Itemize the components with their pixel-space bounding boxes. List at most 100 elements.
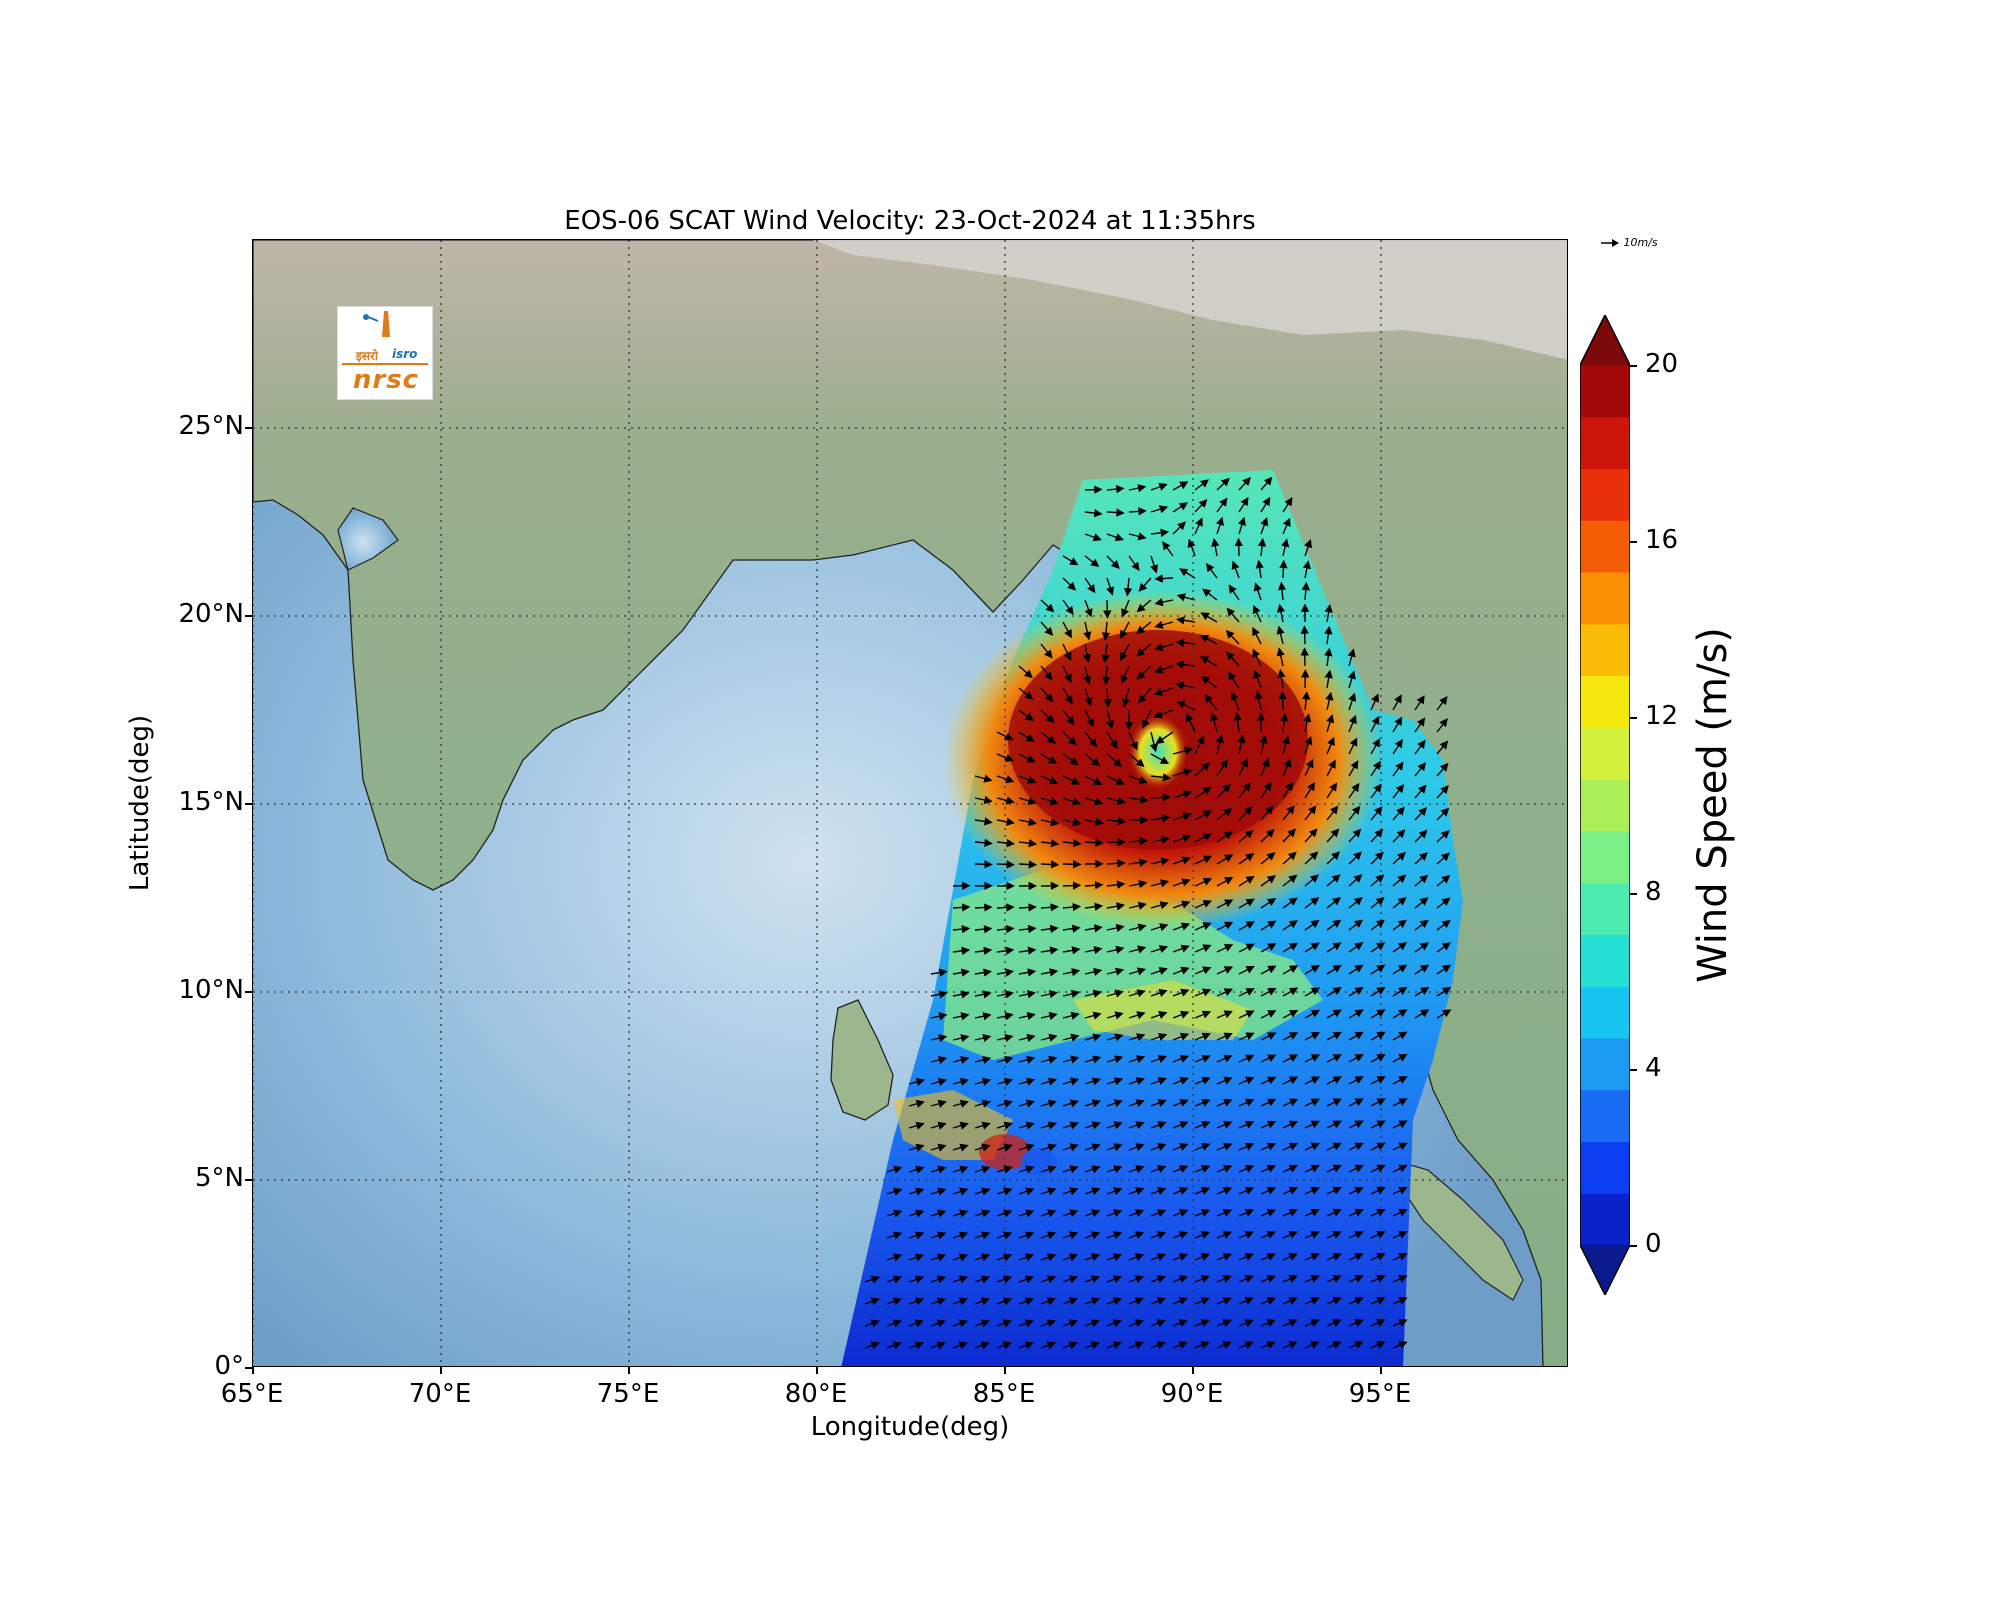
wind-vector [1216,1253,1232,1261]
wind-vector [1084,709,1094,728]
wind-vector [1304,874,1319,887]
wind-vector [996,1121,1013,1130]
wind-vector [1211,537,1220,557]
wind-vector [1202,588,1218,601]
y-tick-label: 15°N [178,787,244,817]
wind-vector [1276,647,1285,667]
wind-vector [1392,874,1407,887]
wind-vector [1392,806,1405,821]
wind-vector [1018,665,1033,679]
wind-vector [1216,944,1234,953]
wind-vector [1128,858,1148,867]
x-tick-label: 70°E [408,1379,472,1409]
wind-vector [1062,1275,1079,1284]
wind-vector [1282,1319,1298,1327]
wind-vector [886,1209,903,1218]
wind-vector [1194,1054,1211,1063]
map-panel[interactable] [252,239,1568,1367]
wind-vector [930,1253,947,1262]
wind-vector [1154,643,1174,652]
wind-vector [1062,1231,1079,1240]
wind-vector [1414,717,1426,733]
wind-vector [908,1165,925,1174]
wind-vector [1326,1142,1342,1151]
wind-vector [1348,1076,1364,1085]
wind-vector [1150,989,1168,997]
wind-vector [930,1077,948,1086]
wind-vector [1436,807,1450,821]
wind-vector [1326,1341,1342,1349]
wind-vector [908,1253,925,1262]
y-tick-mark [245,427,252,429]
logo-hindi-text: इसरो [356,349,379,363]
colorbar-segment [1580,1141,1630,1194]
wind-vector [952,1165,969,1174]
wind-vector [1150,1143,1167,1151]
wind-vector [1326,1098,1342,1107]
wind-vector [1392,1230,1408,1239]
wind-vector [1216,921,1234,931]
wind-vector [974,838,993,848]
wind-vector [1154,620,1174,629]
wind-vector [996,1165,1013,1174]
wind-vector [1260,476,1273,491]
wind-vector [1282,1297,1298,1305]
wind-vector [1084,945,1103,955]
wind-vector [1326,1009,1342,1019]
wind-vector [1172,1054,1189,1063]
wind-vector [1348,964,1364,975]
wind-vector [1062,838,1082,848]
colorbar [1580,315,1630,1295]
wind-vector [908,1297,924,1306]
wind-vector [1128,1165,1145,1174]
wind-vector [1199,634,1218,645]
wind-vector [1106,577,1115,596]
wind-vector [1238,1010,1255,1019]
wind-vector [1233,712,1242,733]
wind-vector [1304,1098,1321,1107]
wind-vector [886,1187,903,1196]
wind-vector [996,1143,1013,1152]
wind-vector [1370,828,1384,843]
wind-vector [1040,924,1059,934]
wind-vector [1106,1253,1123,1262]
wind-vector [1106,1275,1123,1284]
wind-vector [952,1319,968,1328]
wind-vector [1187,538,1196,557]
wind-vector [1326,805,1339,821]
wind-vector [1238,758,1248,777]
colorbar-tick-label: 16 [1645,525,1679,555]
wind-vector [1106,989,1124,998]
logo-nrsc-text: nrsc [352,365,420,395]
wind-vector [1282,1341,1298,1349]
wind-vector [1304,1253,1320,1261]
wind-vector [1347,670,1356,689]
wind-vector [1304,1076,1321,1085]
wind-vector [952,1275,969,1284]
colorbar-segment [1580,675,1630,728]
wind-vector [1106,1341,1122,1350]
wind-vector [1324,669,1333,689]
wind-vector [1326,714,1335,733]
wind-vector [1040,903,1059,912]
wind-vector [1150,793,1172,802]
wind-vector [1150,505,1169,514]
wind-vector [1238,1209,1255,1217]
wind-vector [1150,1033,1168,1041]
wind-vector [1172,1275,1188,1284]
wind-vector [886,1165,903,1174]
wind-vector [1216,966,1234,975]
wind-vector [1238,806,1253,821]
wind-vector [1282,781,1294,799]
wind-vector [1257,537,1267,557]
colorbar-tick-label: 12 [1645,701,1679,731]
wind-vector [1084,731,1098,748]
wind-vector [1194,1076,1211,1085]
wind-vector [1172,1032,1190,1041]
wind-vector [1282,1164,1299,1173]
wind-vector [1326,1076,1342,1085]
wind-vector [1326,1319,1342,1327]
wind-vector [864,1275,881,1284]
wind-vector [1194,900,1212,909]
wind-vector [1106,1055,1124,1064]
